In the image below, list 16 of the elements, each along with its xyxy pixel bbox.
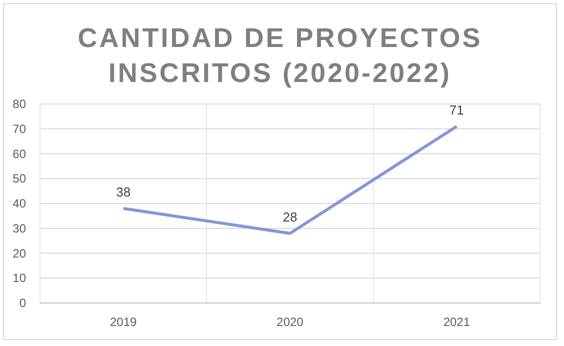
y-tick-label: 20 bbox=[12, 246, 26, 260]
chart-title: CANTIDAD DE PROYECTOS INSCRITOS (2020-2022) bbox=[78, 23, 482, 88]
x-tick-label: 2019 bbox=[110, 315, 138, 329]
y-tick-label: 60 bbox=[12, 146, 26, 161]
data-label: 71 bbox=[449, 102, 464, 118]
y-tick-label: 40 bbox=[12, 196, 26, 210]
x-tick-label: 2020 bbox=[276, 315, 304, 329]
y-tick-label: 0 bbox=[19, 296, 26, 310]
data-label: 28 bbox=[282, 209, 298, 224]
x-tick-label: 2021 bbox=[443, 315, 470, 329]
data-label: 38 bbox=[116, 184, 131, 200]
y-tick-label: 70 bbox=[12, 122, 26, 136]
y-tick-label: 80 bbox=[12, 97, 26, 111]
y-tick-label: 50 bbox=[12, 172, 26, 186]
y-tick-label: 10 bbox=[12, 271, 26, 286]
y-tick-label: 30 bbox=[12, 221, 26, 236]
